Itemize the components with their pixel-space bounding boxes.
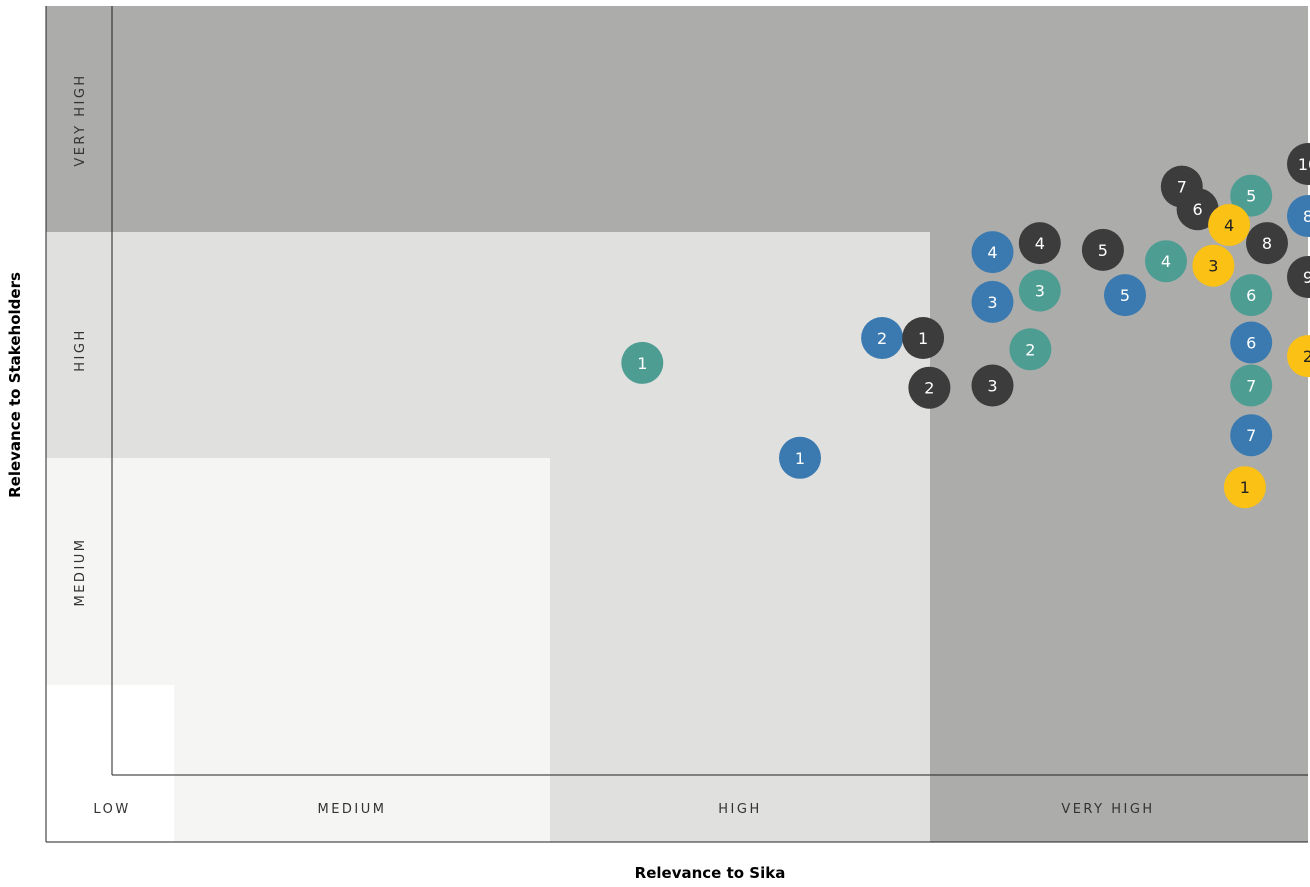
bubble-label-series1-point-2: 2 (1025, 340, 1035, 359)
bubble-series1-point-7 (1230, 364, 1273, 407)
x-band-label-medium: MEDIUM (317, 802, 386, 817)
bubble-label-series3-point-10: 10 (1298, 155, 1310, 174)
bubble-label-series4-point-2: 2 (1303, 347, 1310, 366)
bubble-series3-point-9 (1287, 256, 1310, 298)
bubble-label-series3-point-4: 4 (1035, 234, 1045, 253)
bubble-label-series1-point-1: 1 (637, 354, 647, 373)
bubble-label-series2-point-5: 5 (1120, 286, 1130, 305)
bubble-label-series1-point-3: 3 (1035, 282, 1045, 301)
bubble-label-series3-point-8: 8 (1262, 234, 1272, 253)
bubble-series3-point-4 (1018, 222, 1061, 265)
y-band-label-very-high: VERY HIGH (73, 73, 88, 166)
bubble-series2-point-6 (1230, 321, 1273, 364)
bubble-series2-point-8 (1287, 195, 1310, 237)
x-axis-title: Relevance to Sika (635, 864, 786, 882)
bubble-series4-point-2 (1287, 335, 1310, 378)
bubble-series2-point-2 (861, 317, 904, 359)
bubble-label-series2-point-7: 7 (1246, 426, 1256, 445)
bubble-series3-point-8 (1246, 222, 1288, 265)
bubble-label-series1-point-6: 6 (1246, 286, 1256, 305)
x-band-labels: LOW MEDIUM HIGH VERY HIGH (93, 802, 1154, 817)
bubble-series4-point-3 (1192, 244, 1235, 287)
bubble-label-series3-point-5: 5 (1098, 241, 1108, 260)
bubble-series3-point-2 (908, 366, 951, 409)
bubble-label-series1-point-5: 5 (1246, 187, 1256, 206)
bubble-label-series3-point-3: 3 (987, 377, 997, 396)
bubble-label-series1-point-4: 4 (1161, 252, 1171, 271)
bubble-series2-point-7 (1230, 414, 1273, 457)
bubble-series3-point-7 (1160, 165, 1203, 208)
plot-frame (45, 6, 1308, 843)
bubble-series1-point-5 (1230, 174, 1273, 217)
bubble-label-series3-point-2: 2 (924, 379, 934, 398)
bubble-label-series2-point-3: 3 (987, 293, 997, 312)
bubble-series2-point-1 (779, 436, 821, 479)
bubble-series3-point-5 (1081, 228, 1124, 271)
bubble-series1-point-3 (1018, 269, 1061, 312)
bubble-series4-point-4 (1208, 204, 1251, 246)
bubble-series2-point-5 (1104, 274, 1146, 317)
bubble-label-series2-point-4: 4 (987, 243, 997, 262)
bubble-label-series3-point-7: 7 (1177, 178, 1187, 197)
x-band-label-very-high: VERY HIGH (1061, 802, 1154, 817)
x-band-label-low: LOW (93, 802, 130, 817)
bubble-label-series2-point-2: 2 (877, 329, 887, 348)
bubble-label-series2-point-6: 6 (1246, 334, 1256, 353)
bubble-label-series4-point-3: 3 (1208, 257, 1218, 276)
bubble-series2-point-4 (971, 231, 1014, 274)
bubble-label-series3-point-6: 6 (1193, 200, 1203, 219)
bubble-label-series2-point-1: 1 (795, 449, 805, 468)
bubble-series3-point-1 (902, 317, 945, 359)
bubble-series3-point-3 (971, 364, 1014, 407)
bubble-label-series4-point-1: 1 (1240, 478, 1250, 497)
y-band-labels: VERY HIGH HIGH MEDIUM (73, 73, 88, 606)
bubble-label-series4-point-4: 4 (1224, 216, 1234, 235)
bubble-label-series1-point-7: 7 (1246, 377, 1256, 396)
relevance-zones (46, 6, 1308, 842)
bubble-label-series3-point-9: 9 (1303, 268, 1310, 287)
bubble-series2-point-3 (971, 280, 1014, 323)
topic-bubbles: 123456712345678123456789101234 (621, 143, 1310, 509)
x-band-label-high: HIGH (718, 802, 761, 817)
bubble-label-series3-point-1: 1 (918, 329, 928, 348)
bubble-series1-point-4 (1145, 240, 1187, 283)
bubble-series1-point-6 (1230, 274, 1273, 317)
bubble-series4-point-1 (1223, 466, 1266, 509)
y-band-label-medium: MEDIUM (73, 537, 88, 606)
low-zone (46, 685, 174, 842)
bubble-series1-point-2 (1009, 328, 1052, 371)
bubble-series1-point-1 (621, 341, 664, 384)
y-axis-title: Relevance to Stakeholders (6, 272, 24, 498)
bubble-label-series2-point-8: 8 (1303, 207, 1310, 226)
bubble-series3-point-10 (1287, 143, 1310, 185)
y-band-label-high: HIGH (73, 328, 88, 371)
